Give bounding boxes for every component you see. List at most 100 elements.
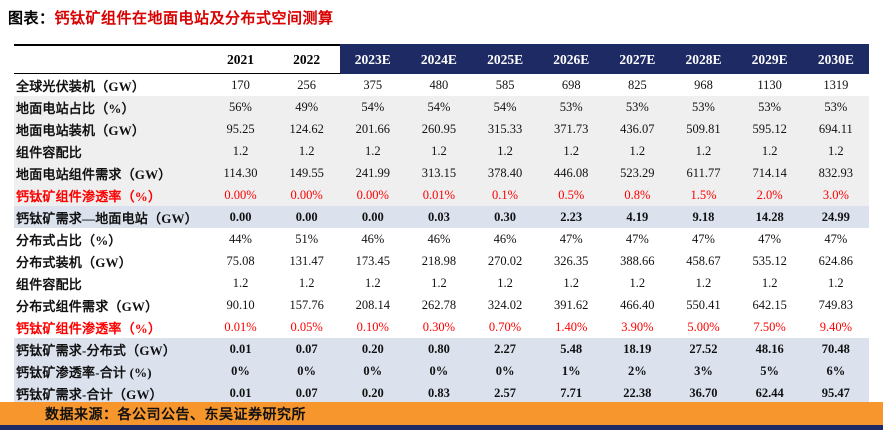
cell-value: 375 bbox=[363, 77, 383, 92]
cell-value: 5.00% bbox=[687, 319, 720, 334]
cell-value: 0.70% bbox=[488, 319, 522, 334]
table-row: 分布式占比（%） 44% 51% 46% 46% 46% 47% 47% 47% 47% 47% bbox=[14, 228, 869, 250]
cell-value: 0.00% bbox=[273, 184, 340, 206]
cell-value: 436.07 bbox=[604, 118, 671, 140]
cell-value: 53% bbox=[670, 96, 737, 118]
cell-value: 53% bbox=[736, 96, 803, 118]
cell-value: 1.2 bbox=[828, 275, 844, 290]
cell-value: 4.19 bbox=[604, 206, 671, 228]
row-label: 钙钛矿需求-合计（GW） bbox=[14, 382, 208, 407]
cell-value: 47% bbox=[692, 231, 715, 246]
source-text: 数据来源：各公司公告、东吴证券研究所 bbox=[45, 405, 306, 422]
cell-value: 0.01 bbox=[207, 338, 274, 360]
cell-value: 550.41 bbox=[686, 297, 721, 312]
cell-value: 90.10 bbox=[226, 297, 255, 312]
cell-value: 1.2 bbox=[405, 140, 472, 162]
column-header-2030E: 2030E bbox=[802, 44, 869, 74]
cell-value: 0.30% bbox=[422, 319, 456, 334]
cell-value: 698 bbox=[561, 77, 581, 92]
cell-value: 1.40% bbox=[555, 319, 588, 334]
cell-value: 378.40 bbox=[472, 162, 539, 184]
column-header-2028E: 2028E bbox=[670, 44, 737, 74]
cell-value: 114.30 bbox=[207, 162, 274, 184]
cell-value: 1.2 bbox=[298, 275, 315, 290]
cell-value: 0.05% bbox=[290, 319, 323, 334]
cell-value: 0.00 bbox=[339, 206, 406, 228]
table-row: 组件容配比 1.2 1.2 1.2 1.2 1.2 1.2 1.2 1.2 1.2 1.2 bbox=[14, 140, 869, 162]
cell-value: 46% bbox=[493, 231, 517, 246]
cell-value: 6% bbox=[802, 360, 869, 382]
cell-value: 595.12 bbox=[736, 118, 803, 140]
cell-value: 201.66 bbox=[339, 118, 406, 140]
cell-value: 0% bbox=[207, 360, 274, 382]
table-row: 地面电站组件需求（GW） 114.30 149.55 241.99 313.15 378.… bbox=[14, 162, 869, 184]
column-header-2024E: 2024E bbox=[405, 44, 472, 74]
cell-value: 585 bbox=[495, 77, 515, 92]
row-label: 分布式装机（GW） bbox=[16, 254, 132, 270]
row-label: 分布式占比（%） bbox=[16, 232, 122, 248]
cell-value: 0.00 bbox=[207, 206, 274, 228]
cell-value: 1.2 bbox=[207, 140, 274, 162]
cell-value: 1.2 bbox=[538, 140, 605, 162]
cell-value: 535.12 bbox=[752, 253, 787, 268]
cell-value: 458.67 bbox=[686, 253, 721, 268]
cell-value: 47% bbox=[824, 231, 848, 246]
cell-value: 0% bbox=[405, 360, 472, 382]
cell-value: 1.2 bbox=[232, 275, 249, 290]
cell-value: 0.20 bbox=[339, 338, 406, 360]
cell-value: 624.86 bbox=[818, 253, 854, 268]
cell-value: 0.30 bbox=[472, 206, 539, 228]
cell-value: 1.2 bbox=[629, 275, 646, 290]
cell-value: 5.48 bbox=[538, 338, 605, 360]
cell-value: 1.2 bbox=[736, 140, 803, 162]
column-header-2023E: 2023E bbox=[339, 44, 406, 74]
cell-value: 53% bbox=[538, 96, 605, 118]
cell-value: 2.0% bbox=[736, 184, 803, 206]
cell-value: 968 bbox=[694, 77, 713, 92]
cell-value: 1.2 bbox=[273, 140, 340, 162]
bottom-accent-line bbox=[0, 425, 883, 430]
data-table-wrap: 2021 2022 2023E 2024E 2025E 2026E 2027E 2028E 20… bbox=[14, 44, 869, 407]
row-label: 地面电站占比（%） bbox=[14, 96, 208, 118]
cell-value: 1130 bbox=[757, 77, 782, 92]
row-label: 钙钛矿渗透率-合计 (%) bbox=[14, 360, 208, 382]
column-header-2027E: 2027E bbox=[604, 44, 671, 74]
cell-value: 3.0% bbox=[802, 184, 869, 206]
cell-value: 46% bbox=[427, 231, 451, 246]
cell-value: 2.27 bbox=[472, 338, 539, 360]
cell-value: 3% bbox=[670, 360, 737, 382]
table-row: 钙钛矿需求—地面电站（GW） 0.00 0.00 0.00 0.03 0.30 2.23 4.… bbox=[14, 206, 869, 228]
corner-header-cell bbox=[14, 44, 208, 74]
cell-value: 523.29 bbox=[604, 162, 671, 184]
cell-value: 1.2 bbox=[802, 140, 869, 162]
cell-value: 0.01% bbox=[405, 184, 472, 206]
cell-value: 44% bbox=[229, 231, 252, 246]
cell-value: 218.98 bbox=[421, 253, 457, 268]
cell-value: 1.2 bbox=[472, 140, 539, 162]
table-row: 地面电站占比（%） 56% 49% 54% 54% 54% 53% 53% 53% 53% 53% bbox=[14, 96, 869, 118]
cell-value: 509.81 bbox=[670, 118, 737, 140]
table-row: 地面电站装机（GW） 95.25 124.62 201.66 260.95 315.33 3… bbox=[14, 118, 869, 140]
cell-value: 149.55 bbox=[273, 162, 340, 184]
row-label: 组件容配比 bbox=[14, 140, 208, 162]
cell-value: 124.62 bbox=[273, 118, 340, 140]
cell-value: 9.40% bbox=[819, 319, 852, 334]
row-label: 钙钛矿需求-分布式（GW） bbox=[14, 338, 208, 360]
column-header-2022: 2022 bbox=[273, 44, 340, 74]
cell-value: 54% bbox=[339, 96, 406, 118]
page-title-prefix: 图表： bbox=[8, 10, 55, 27]
row-label: 钙钛矿需求—地面电站（GW） bbox=[14, 206, 208, 228]
cell-value: 480 bbox=[429, 77, 449, 92]
cell-value: 2% bbox=[604, 360, 671, 382]
cell-value: 0% bbox=[273, 360, 340, 382]
cell-value: 1.2 bbox=[563, 275, 580, 290]
cell-value: 56% bbox=[207, 96, 274, 118]
table-header-row: 2021 2022 2023E 2024E 2025E 2026E 2027E 2028E 20… bbox=[14, 44, 869, 74]
cell-value: 241.99 bbox=[339, 162, 406, 184]
cell-value: 131.47 bbox=[289, 253, 324, 268]
column-header-2026E: 2026E bbox=[538, 44, 605, 74]
cell-value: 157.76 bbox=[289, 297, 324, 312]
cell-value: 47% bbox=[625, 231, 649, 246]
cell-value: 208.14 bbox=[355, 297, 390, 312]
table-row: 组件容配比 1.2 1.2 1.2 1.2 1.2 1.2 1.2 1.2 1.2 1.2 bbox=[14, 272, 869, 294]
